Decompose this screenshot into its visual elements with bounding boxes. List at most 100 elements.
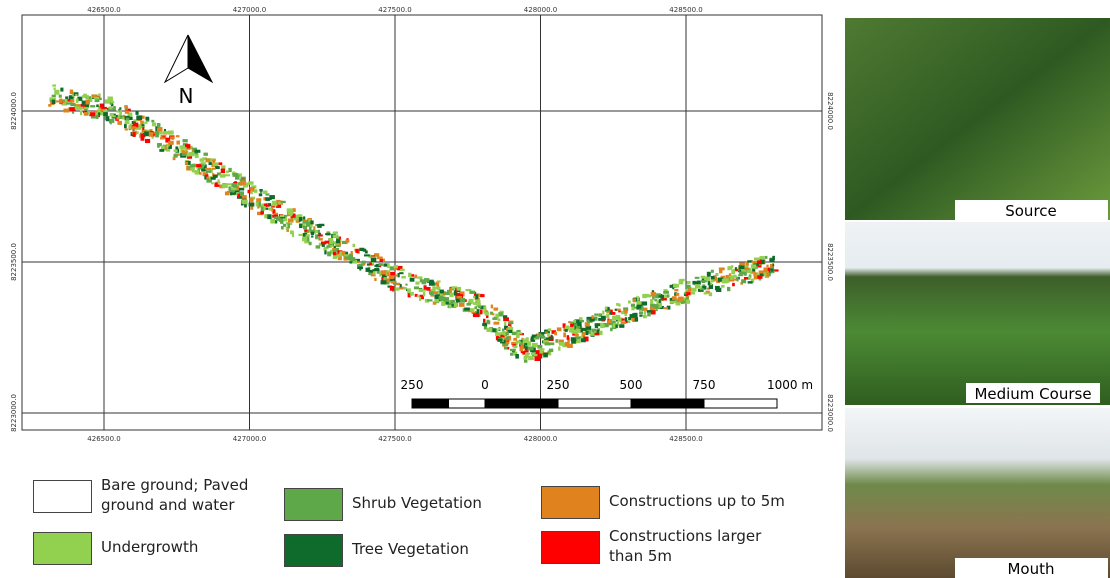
land-patch xyxy=(221,165,226,171)
land-patch xyxy=(589,332,596,336)
land-patch xyxy=(332,255,338,259)
land-patch xyxy=(464,307,471,311)
land-patch xyxy=(606,313,610,319)
land-patch xyxy=(700,275,706,279)
land-patch xyxy=(237,193,240,199)
land-patch xyxy=(472,302,477,305)
land-patch xyxy=(732,282,735,287)
land-patch xyxy=(493,307,499,311)
land-patch xyxy=(228,186,232,191)
land-patch xyxy=(687,287,692,292)
land-patch xyxy=(583,336,589,342)
land-patch xyxy=(211,182,214,185)
land-patch xyxy=(498,327,501,331)
land-patch xyxy=(624,320,628,324)
land-patch xyxy=(715,273,719,277)
land-patch xyxy=(172,157,176,161)
land-patch xyxy=(473,291,477,297)
land-patch xyxy=(263,190,268,194)
y-coord-label: 8224000.0 xyxy=(826,92,834,130)
land-patch xyxy=(387,272,390,277)
land-patch xyxy=(270,218,276,224)
y-coord-label: 8223500.0 xyxy=(10,243,18,281)
land-patch xyxy=(624,314,628,317)
land-patch xyxy=(353,259,357,264)
land-patch xyxy=(527,346,534,351)
land-patch xyxy=(476,299,481,305)
land-patch xyxy=(82,110,86,114)
land-patch xyxy=(441,301,446,306)
land-patch xyxy=(196,164,202,168)
scale-segment xyxy=(557,398,632,409)
land-patch xyxy=(600,315,606,321)
land-patch xyxy=(706,277,710,282)
land-patch xyxy=(520,344,524,349)
land-patch xyxy=(173,154,178,158)
land-patch xyxy=(422,292,426,297)
land-patch xyxy=(217,179,220,184)
land-patch xyxy=(166,143,170,147)
land-patch xyxy=(491,313,495,316)
land-patch xyxy=(66,99,71,102)
land-patch xyxy=(318,232,322,236)
land-patch xyxy=(214,184,220,187)
land-patch xyxy=(582,332,586,337)
land-patch xyxy=(95,114,99,119)
land-patch xyxy=(593,329,600,335)
land-patch xyxy=(141,129,148,133)
land-patch xyxy=(594,323,601,327)
land-patch xyxy=(393,265,399,269)
land-patch xyxy=(48,104,52,107)
y-coord-label: 8224000.0 xyxy=(10,92,18,130)
land-patch xyxy=(504,321,507,327)
land-patch xyxy=(362,248,367,252)
land-patch xyxy=(763,267,768,273)
land-patch xyxy=(136,115,143,121)
land-patch xyxy=(357,266,363,270)
land-patch xyxy=(302,232,308,238)
land-patch xyxy=(86,94,89,99)
land-patch xyxy=(299,223,303,229)
land-patch xyxy=(732,278,737,281)
land-patch xyxy=(253,189,258,193)
land-patch xyxy=(447,305,451,309)
land-patch xyxy=(167,130,174,135)
land-patch xyxy=(685,299,691,304)
land-patch xyxy=(513,345,518,349)
land-patch xyxy=(535,336,540,340)
land-patch xyxy=(494,328,498,334)
land-patch xyxy=(337,255,342,261)
land-patch xyxy=(94,98,100,103)
land-patch xyxy=(365,268,369,272)
land-patch xyxy=(550,334,553,340)
scale-label: 0 xyxy=(481,378,489,392)
land-patch xyxy=(75,98,79,104)
land-patch xyxy=(706,271,711,277)
land-patch xyxy=(309,226,312,231)
land-patch xyxy=(124,123,127,129)
land-patch xyxy=(535,353,542,359)
land-patch xyxy=(323,248,327,251)
land-patch xyxy=(708,292,712,296)
land-patch xyxy=(758,273,765,277)
land-patch xyxy=(211,167,216,170)
land-patch xyxy=(136,131,139,135)
land-patch xyxy=(642,293,647,299)
land-patch xyxy=(397,265,403,271)
land-patch xyxy=(317,224,322,228)
river-corridor xyxy=(48,84,779,363)
land-patch xyxy=(257,206,260,209)
land-patch xyxy=(754,257,760,261)
land-patch xyxy=(678,279,684,285)
land-patch xyxy=(571,330,578,334)
land-patch xyxy=(117,108,121,112)
land-patch xyxy=(497,338,503,342)
land-patch xyxy=(99,103,104,109)
land-patch xyxy=(728,266,733,270)
land-patch xyxy=(600,323,605,329)
land-patch xyxy=(418,288,423,293)
map-frame xyxy=(21,14,823,431)
land-patch xyxy=(250,196,256,200)
land-patch xyxy=(80,103,86,107)
land-patch xyxy=(298,233,303,236)
